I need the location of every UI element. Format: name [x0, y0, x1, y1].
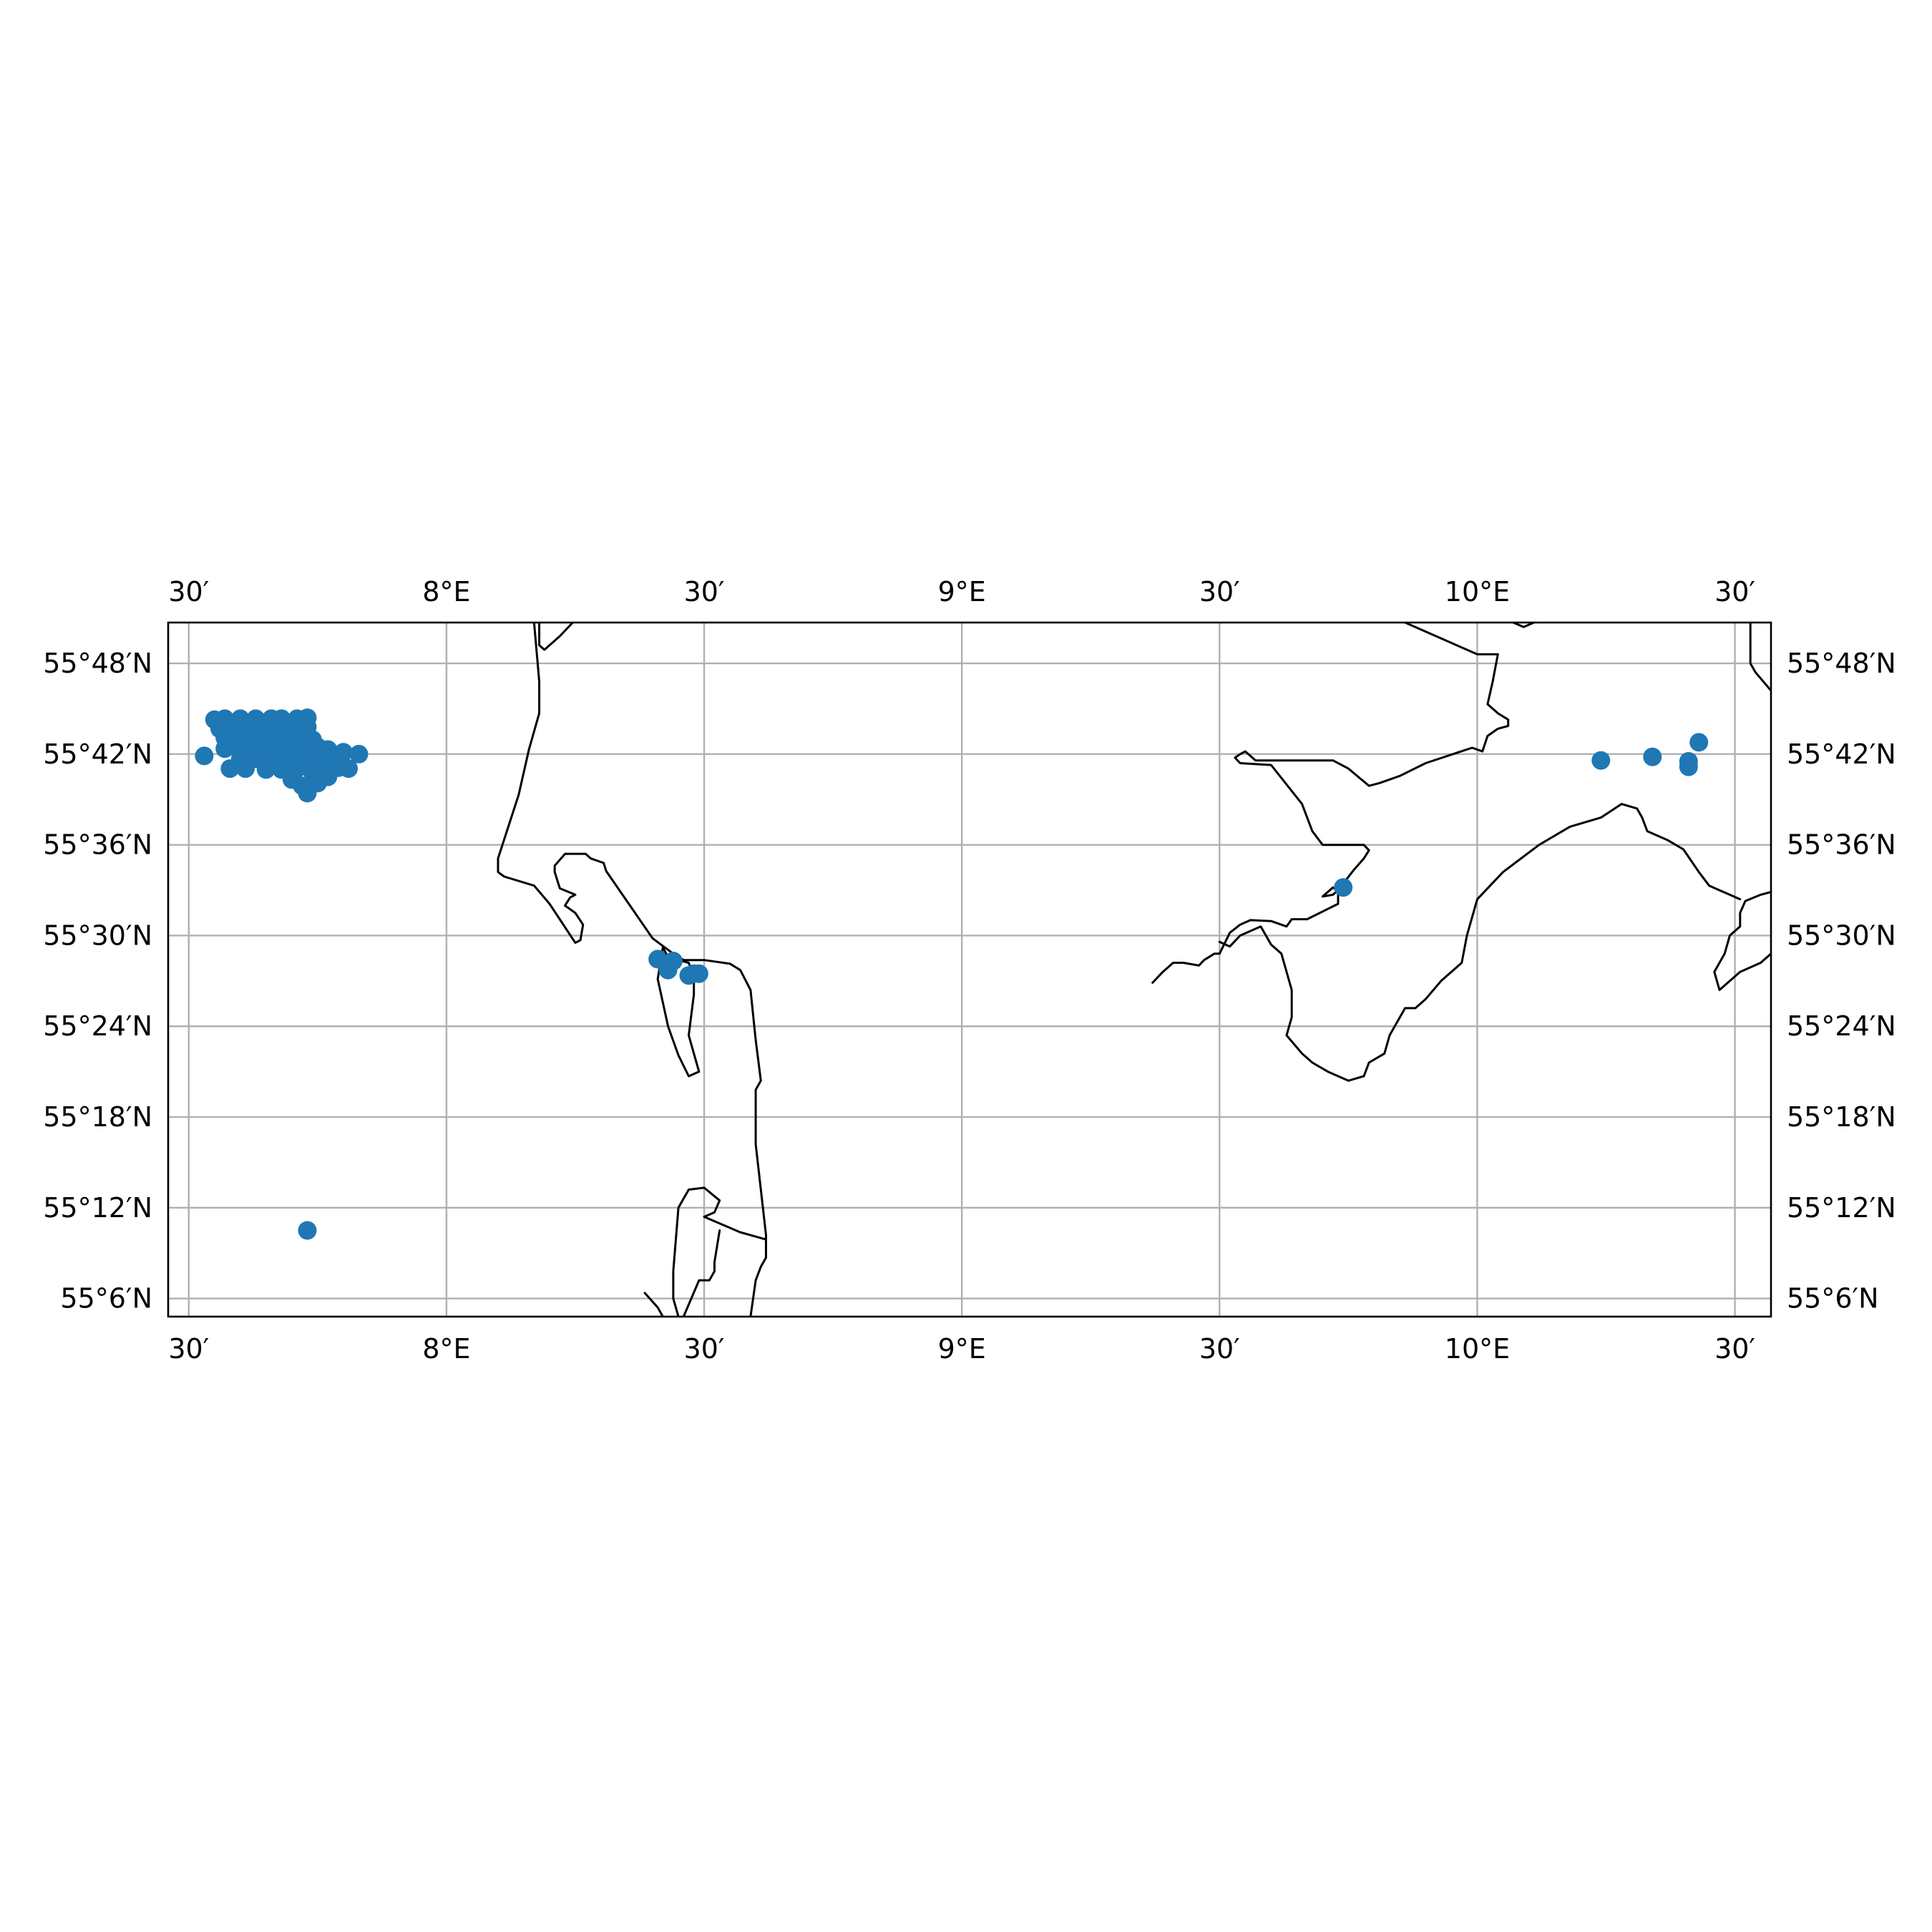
lon-label-bottom: 30′ [168, 1333, 209, 1365]
lat-label-right: 55°18′N [1787, 1101, 1896, 1133]
graticule [168, 623, 1771, 1317]
lon-label-top: 30′ [168, 576, 209, 608]
lon-label-bottom: 10°E [1445, 1333, 1510, 1365]
lat-label-left: 55°42′N [43, 738, 152, 770]
lon-label-top: 30′ [684, 576, 725, 608]
data-point [313, 753, 333, 773]
lon-label-bottom: 30′ [1714, 1333, 1755, 1365]
data-point [1591, 751, 1611, 770]
coastline-layer [497, 623, 1771, 1317]
lat-label-left: 55°6′N [60, 1283, 152, 1314]
data-point [1643, 747, 1662, 766]
lon-label-top: 10°E [1445, 576, 1510, 608]
data-point [1689, 733, 1709, 752]
data-point [1334, 878, 1353, 897]
coastline [1218, 803, 1742, 1082]
coastline [538, 623, 574, 651]
coastline [1512, 623, 1536, 628]
coastline [1151, 623, 1510, 984]
lat-label-right: 55°48′N [1787, 648, 1896, 679]
lat-label-right: 55°30′N [1787, 919, 1896, 951]
lat-label-right: 55°24′N [1787, 1010, 1896, 1042]
data-point [298, 1221, 317, 1240]
lon-label-bottom: 30′ [684, 1333, 725, 1365]
lon-label-top: 30′ [1714, 576, 1755, 608]
data-point [658, 960, 678, 980]
coastline [672, 1186, 767, 1317]
lat-label-right: 55°36′N [1787, 829, 1896, 861]
coastline [643, 1292, 664, 1317]
lon-label-bottom: 9°E [938, 1333, 986, 1365]
lon-label-top: 30′ [1199, 576, 1240, 608]
lat-label-left: 55°24′N [43, 1010, 152, 1042]
data-point [256, 760, 275, 779]
data-point [689, 964, 708, 983]
lon-label-top: 8°E [422, 576, 470, 608]
data-point [236, 759, 255, 779]
data-point [1679, 757, 1698, 776]
lon-label-top: 9°E [938, 576, 986, 608]
scatter-layer [195, 708, 1709, 1240]
tick-labels: 30′ 30′ 8°E 8°E 30′ 30′ 9°E 9°E 30′ 30′ 10°E 10°E 30… [43, 576, 1896, 1365]
lon-label-bottom: 30′ [1199, 1333, 1240, 1365]
data-point [195, 746, 214, 766]
coastline [497, 623, 767, 1317]
coastline [1713, 891, 1771, 991]
lat-label-left: 55°12′N [43, 1192, 152, 1224]
lat-label-left: 55°30′N [43, 919, 152, 951]
lat-label-left: 55°18′N [43, 1101, 152, 1133]
lat-label-right: 55°6′N [1787, 1283, 1879, 1314]
coastline [656, 946, 701, 1078]
map-frame [167, 621, 1772, 1318]
data-point [215, 739, 235, 758]
data-point [220, 759, 240, 779]
lat-label-left: 55°48′N [43, 648, 152, 679]
coastline [682, 1229, 721, 1317]
lon-label-bottom: 8°E [422, 1333, 470, 1365]
data-point [349, 744, 369, 763]
lat-label-right: 55°42′N [1787, 738, 1896, 770]
lat-label-left: 55°36′N [43, 829, 152, 861]
lat-label-right: 55°12′N [1787, 1192, 1896, 1224]
coastline [1749, 623, 1771, 692]
data-point [339, 759, 358, 779]
